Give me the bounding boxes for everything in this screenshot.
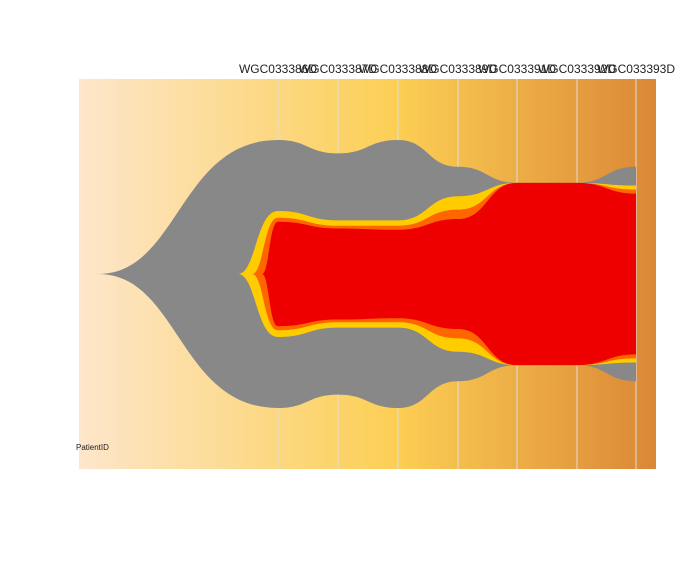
- timepoint-label-6: WGC033392D: [538, 62, 616, 76]
- timepoint-label-2: WGC033387D: [299, 62, 377, 76]
- timepoint-label-3: WGC033388D: [359, 62, 437, 76]
- timepoint-labels: WGC033386DWGC033387DWGC033388DWGC033389D…: [239, 62, 675, 76]
- timepoint-label-7: WGC033393D: [597, 62, 675, 76]
- clone-layer-4: [262, 182, 636, 366]
- patient-id-label: PatientID: [76, 443, 109, 452]
- timepoint-label-4: WGC033389D: [419, 62, 497, 76]
- timepoint-label-1: WGC033386D: [239, 62, 317, 76]
- timepoint-label-5: WGC033391D: [478, 62, 556, 76]
- clone-layers: [98, 140, 636, 408]
